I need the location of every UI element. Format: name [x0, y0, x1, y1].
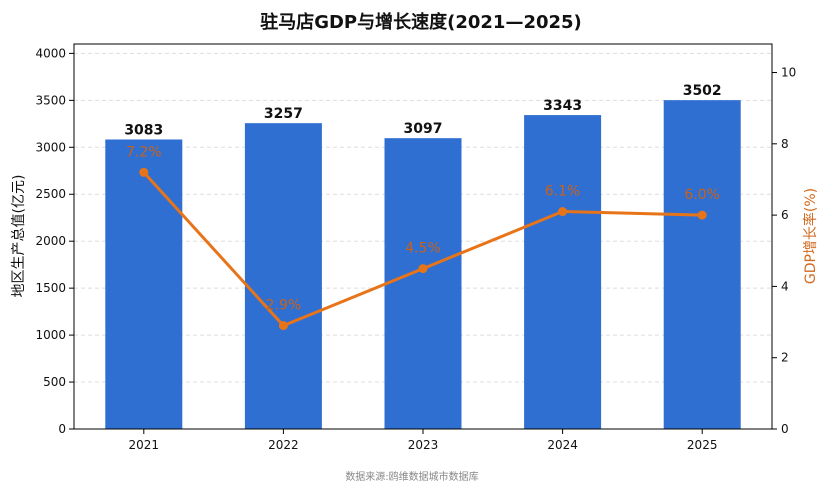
growth-rate-label: 6.0% [684, 187, 720, 203]
y-left-axis-title: 地区生产总值(亿元) [11, 175, 27, 298]
y-left-axis: 0 500 1000 1500 2000 2500 3000 3500 4000 [35, 46, 74, 436]
y-left-tick-label: 4000 [35, 46, 66, 60]
x-axis: 2021 2022 2023 2024 2025 [129, 429, 718, 452]
chart-title: 驻马店GDP与增长速度(2021—2025) [260, 11, 582, 33]
bars [105, 100, 741, 430]
bar-value-label: 3257 [264, 106, 303, 122]
x-tick-label: 2025 [687, 438, 718, 452]
y-right-axis: 0 2 4 6 8 10 [772, 66, 796, 436]
growth-line-layer: 7.2% 2.9% 4.5% 6.1% 6.0% [126, 144, 720, 331]
y-left-tick-label: 1500 [35, 281, 66, 295]
bar-value-label: 3083 [124, 122, 163, 138]
bar-value-label: 3097 [404, 121, 443, 137]
bar-value-label: 3343 [543, 98, 582, 114]
growth-rate-point [697, 210, 707, 220]
x-tick-label: 2021 [129, 438, 160, 452]
growth-rate-point [278, 321, 288, 331]
y-right-tick-label: 10 [781, 66, 796, 80]
growth-rate-label: 4.5% [405, 241, 441, 257]
data-source-note: 数据来源:鸥维数据城市数据库 [345, 470, 478, 483]
bar-value-labels: 3083 3257 3097 3343 3502 [124, 83, 721, 138]
bar [663, 100, 741, 429]
y-right-axis-title: GDP增长率(%) [802, 188, 819, 284]
bar [105, 139, 183, 429]
y-right-tick-label: 0 [781, 422, 789, 436]
growth-rate-label: 7.2% [126, 144, 162, 160]
growth-rate-label: 6.1% [545, 184, 581, 200]
y-right-tick-label: 6 [781, 208, 789, 222]
y-left-tick-label: 1000 [35, 328, 66, 342]
x-tick-label: 2023 [408, 438, 439, 452]
y-left-tick-label: 0 [58, 422, 66, 436]
x-tick-label: 2024 [547, 438, 578, 452]
growth-rate-point [558, 207, 568, 217]
bar [244, 123, 322, 429]
growth-rate-point [418, 264, 428, 274]
y-right-tick-label: 8 [781, 137, 789, 151]
bar-value-label: 3502 [683, 83, 722, 99]
y-left-tick-label: 3000 [35, 140, 66, 154]
bar [524, 115, 602, 430]
y-left-tick-label: 500 [43, 375, 66, 389]
y-right-tick-label: 4 [781, 279, 789, 293]
y-left-tick-label: 3500 [35, 93, 66, 107]
y-left-tick-label: 2500 [35, 187, 66, 201]
y-right-tick-label: 2 [781, 351, 789, 365]
growth-rate-point [139, 167, 149, 177]
growth-rate-label: 2.9% [266, 298, 302, 314]
bar [384, 138, 462, 429]
y-left-tick-label: 2000 [35, 234, 66, 248]
x-tick-label: 2022 [268, 438, 299, 452]
